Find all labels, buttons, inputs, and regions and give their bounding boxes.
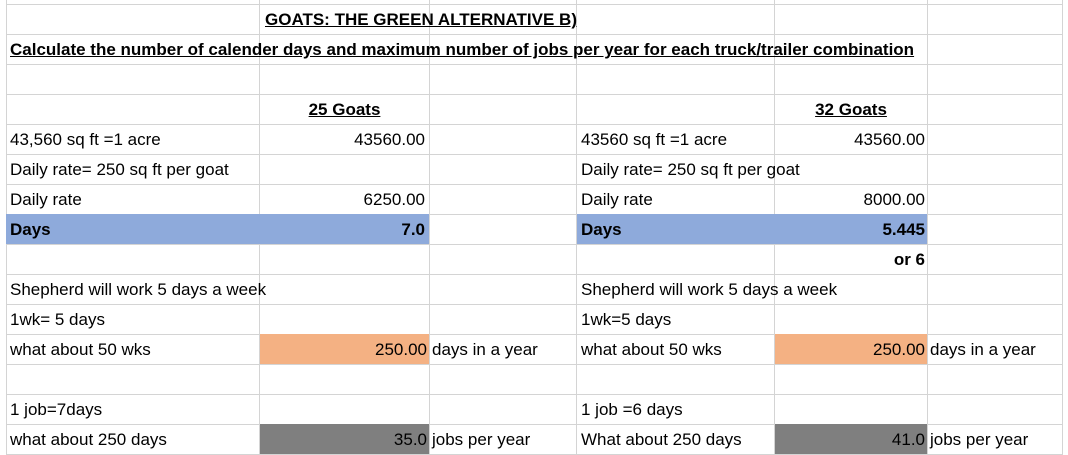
right-days-value[interactable]: 5.445 — [882, 220, 925, 239]
grid-line — [6, 64, 1062, 65]
grid-line — [429, 0, 430, 455]
right-acre-value[interactable]: 43560.00 — [854, 130, 925, 149]
right-daily-rate-value[interactable]: 8000.00 — [863, 190, 925, 209]
left-week-note[interactable]: 1wk= 5 days — [10, 310, 105, 329]
grid-line — [6, 304, 1062, 305]
year-days-fill-right — [775, 334, 927, 364]
left-acre-label[interactable]: 43,560 sq ft =1 acre — [10, 130, 161, 149]
grid-line — [6, 124, 1062, 125]
grid-line — [6, 184, 1062, 185]
right-daily-rate-note[interactable]: Daily rate= 250 sq ft per goat — [581, 160, 800, 179]
left-jobs-unit[interactable]: jobs per year — [432, 430, 531, 449]
right-days-rounded[interactable]: or 6 — [893, 250, 925, 269]
jobs-fill-right — [775, 424, 927, 454]
grid-line — [6, 94, 1062, 95]
right-days-label[interactable]: Days — [581, 220, 622, 239]
days-fill-left — [6, 214, 429, 244]
left-daily-rate-label[interactable]: Daily rate — [10, 190, 82, 209]
right-week-note[interactable]: 1wk=5 days — [581, 310, 672, 329]
left-acre-value[interactable]: 43560.00 — [354, 130, 425, 149]
sheet-title[interactable]: GOATS: THE GREEN ALTERNATIVE B) — [265, 10, 577, 29]
right-year-days-unit[interactable]: days in a year — [930, 340, 1036, 359]
grid-line — [1062, 0, 1063, 455]
left-work-note[interactable]: Shepherd will work 5 days a week — [10, 280, 267, 299]
jobs-fill-left — [260, 424, 429, 454]
instruction-text[interactable]: Calculate the number of calender days an… — [10, 40, 915, 59]
right-daily-rate-label[interactable]: Daily rate — [581, 190, 653, 209]
right-goats-header[interactable]: 32 Goats — [815, 100, 887, 119]
left-daily-rate-value[interactable]: 6250.00 — [363, 190, 425, 209]
year-days-fill-left — [260, 334, 429, 364]
days-fill-right — [577, 214, 927, 244]
right-job-note[interactable]: 1 job =6 days — [581, 400, 683, 419]
grid-line — [6, 214, 1062, 215]
left-job-note[interactable]: 1 job=7days — [10, 400, 103, 419]
grid-line — [6, 4, 1062, 5]
grid-line — [6, 334, 1062, 335]
left-year-days-unit[interactable]: days in a year — [432, 340, 538, 359]
left-days-value[interactable]: 7.0 — [401, 220, 425, 239]
grid-line — [6, 424, 1062, 425]
grid-line — [927, 0, 928, 455]
left-250-days-label[interactable]: what about 250 days — [10, 430, 167, 449]
grid-line — [6, 244, 1062, 245]
right-acre-label[interactable]: 43560 sq ft =1 acre — [581, 130, 728, 149]
grid-line — [6, 154, 1062, 155]
right-year-days-value[interactable]: 250.00 — [873, 340, 925, 359]
right-250-days-label[interactable]: What about 250 days — [581, 430, 742, 449]
grid-line — [6, 364, 1062, 365]
right-jobs-value[interactable]: 41.0 — [891, 430, 925, 449]
left-goats-header[interactable]: 25 Goats — [308, 100, 381, 119]
grid-line — [6, 274, 1062, 275]
left-weeks-label[interactable]: what about 50 wks — [10, 340, 151, 359]
right-weeks-label[interactable]: what about 50 wks — [581, 340, 722, 359]
left-days-label[interactable]: Days — [10, 220, 51, 239]
grid-line — [6, 34, 1062, 35]
grid-line — [576, 0, 577, 455]
right-work-note[interactable]: Shepherd will work 5 days a week — [581, 280, 838, 299]
grid-line — [6, 394, 1062, 395]
left-jobs-value[interactable]: 35.0 — [393, 430, 427, 449]
left-daily-rate-note[interactable]: Daily rate= 250 sq ft per goat — [10, 160, 229, 179]
right-jobs-unit[interactable]: jobs per year — [930, 430, 1029, 449]
left-year-days-value[interactable]: 250.00 — [375, 340, 427, 359]
